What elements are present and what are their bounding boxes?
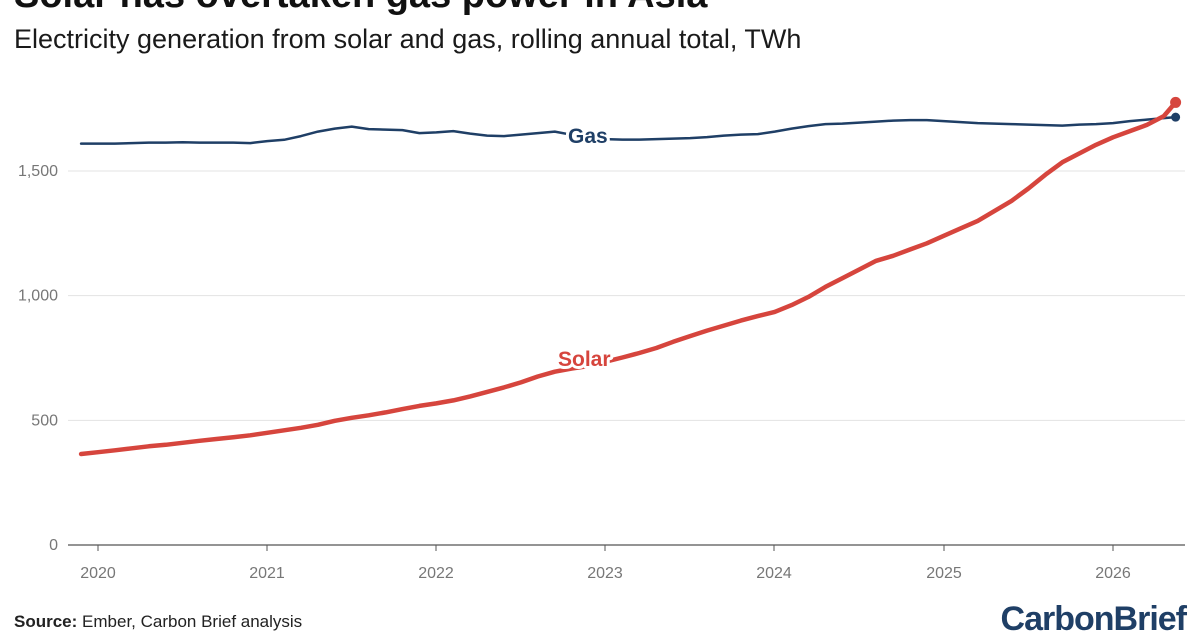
series-endpoint-gas	[1171, 112, 1181, 122]
y-tick-label: 1,500	[18, 163, 58, 180]
source-label: Source:	[14, 612, 78, 631]
series-label-gas: Gas	[568, 125, 608, 148]
y-axis-labels: 0 500 1,000 1,500	[18, 163, 58, 554]
y-tick-label: 0	[49, 537, 58, 554]
y-tick-label: 500	[31, 412, 58, 429]
x-axis: 2020 2021 2022 2023 2024 2025 2026	[68, 544, 1185, 582]
gridlines	[68, 170, 1185, 421]
series-endpoint-solar	[1170, 96, 1182, 108]
x-tick-label: 2020	[80, 565, 116, 582]
x-tick-label: 2021	[249, 565, 285, 582]
carbon-brief-logo: CarbonBrief	[1000, 600, 1187, 638]
source-note: Source: Ember, Carbon Brief analysis	[14, 612, 302, 632]
series-labels: Gas Solar	[555, 122, 614, 374]
series-line-solar	[78, 100, 1178, 457]
chart-subtitle: Electricity generation from solar and ga…	[14, 24, 802, 54]
chart-title: Solar has overtaken gas power in Asia	[14, 0, 707, 17]
x-tick-label: 2023	[587, 565, 623, 582]
series-lines	[78, 96, 1182, 457]
x-tick-label: 2022	[418, 565, 454, 582]
series-line-gas	[79, 115, 1177, 145]
x-tick-label: 2026	[1095, 565, 1131, 582]
source-text: Ember, Carbon Brief analysis	[82, 612, 303, 631]
series-label-solar: Solar	[558, 348, 611, 371]
x-tick-label: 2024	[756, 565, 792, 582]
y-tick-label: 1,000	[18, 288, 58, 305]
x-tick-label: 2025	[926, 565, 962, 582]
